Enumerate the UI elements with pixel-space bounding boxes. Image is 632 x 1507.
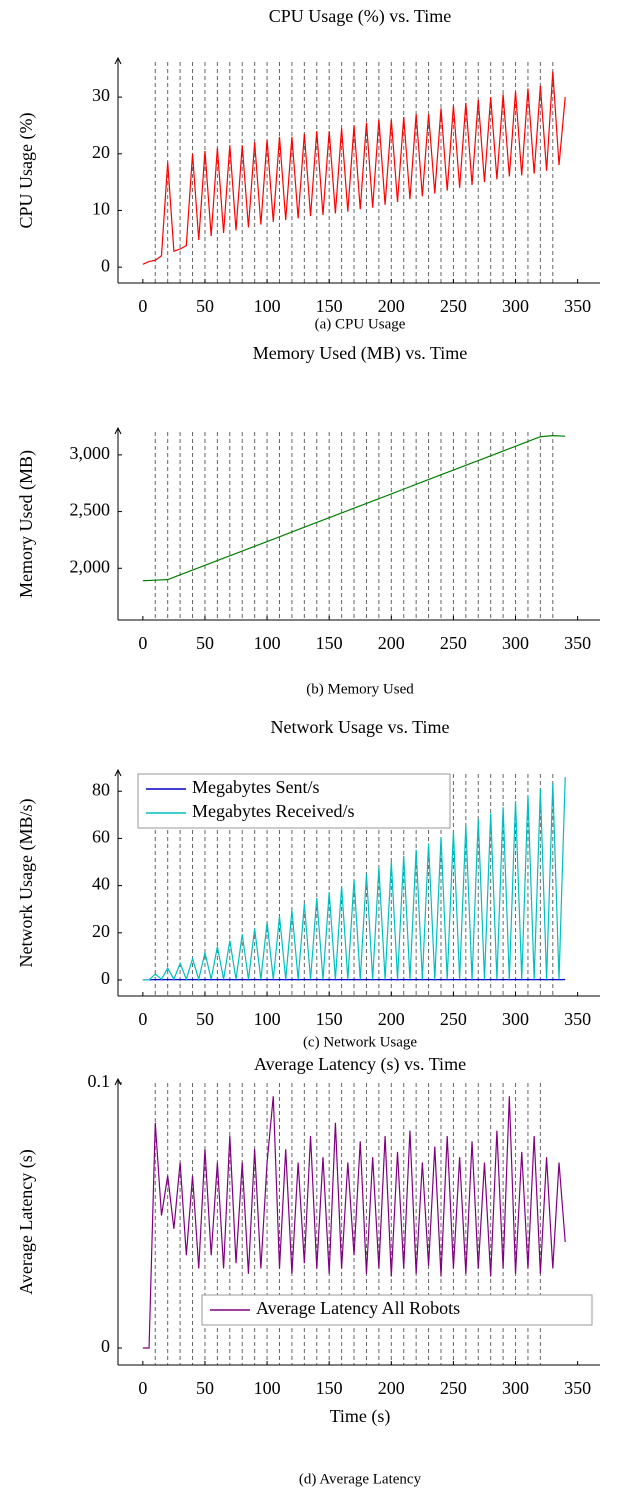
x-tick-label: 200 [378,1378,405,1398]
y-tick-label: 2,000 [70,556,111,576]
data-line [142,71,566,265]
x-tick-label: 300 [502,296,529,316]
data-line [142,434,566,582]
axis-arrow [114,426,122,435]
chart-title: Average Latency (s) vs. Time [254,1054,466,1075]
caption: (c) Network Usage [303,1034,417,1050]
y-tick-label: 20 [92,921,110,941]
y-tick-label: 0 [101,1336,110,1356]
y-axis-label: CPU Usage (%) [16,113,37,229]
x-tick-label: 150 [316,1378,343,1398]
x-tick-label: 0 [138,296,147,316]
x-tick-label: 50 [196,633,214,653]
legend-label: Average Latency All Robots [256,1298,460,1318]
x-tick-label: 300 [502,633,529,653]
caption: (d) Average Latency [299,1471,422,1487]
x-tick-label: 100 [254,296,281,316]
y-tick-label: 20 [92,142,110,162]
x-tick-label: 0 [138,1009,147,1029]
x-tick-label: 0 [138,633,147,653]
legend-box [201,1294,593,1326]
caption: (b) Memory Used [306,681,414,697]
chart-title: Memory Used (MB) vs. Time [253,343,468,364]
chart-title: Network Usage vs. Time [271,717,450,737]
x-tick-label: 50 [196,1009,214,1029]
chart-title: CPU Usage (%) vs. Time [269,6,452,27]
x-tick-label: 250 [440,633,467,653]
y-tick-label: 10 [92,199,110,219]
caption: (a) CPU Usage [315,316,406,332]
y-tick-label: 40 [92,874,110,894]
y-tick-label: 0 [101,968,110,988]
x-tick-label: 300 [502,1378,529,1398]
data-line [142,1096,566,1349]
x-tick-label: 150 [316,1009,343,1029]
x-tick-label: 150 [316,296,343,316]
x-tick-label: 250 [440,1378,467,1398]
data-line [142,777,566,982]
x-tick-label: 0 [138,1378,147,1398]
x-tick-label: 350 [564,1009,591,1029]
x-tick-label: 50 [196,1378,214,1398]
x-tick-label: 300 [502,1009,529,1029]
x-tick-label: 100 [254,633,281,653]
y-tick-label: 0 [101,255,110,275]
y-tick-label: 80 [92,779,110,799]
legend-box [137,773,451,829]
y-axis-label: Memory Used (MB) [16,450,37,598]
x-tick-label: 200 [378,633,405,653]
x-axis-label: Time (s) [330,1406,391,1427]
x-tick-label: 350 [564,296,591,316]
y-tick-label: 30 [92,85,110,105]
y-axis-label: Average Latency (s) [16,1149,37,1295]
x-tick-label: 200 [378,296,405,316]
x-tick-label: 350 [564,1378,591,1398]
axis-arrow [114,768,122,777]
x-tick-label: 250 [440,1009,467,1029]
axis-arrow [114,56,122,65]
y-tick-label: 60 [92,827,110,847]
x-tick-label: 350 [564,633,591,653]
y-tick-label: 2,500 [70,500,111,520]
x-tick-label: 150 [316,633,343,653]
x-tick-label: 50 [196,296,214,316]
y-tick-label: 3,000 [70,443,111,463]
x-tick-label: 200 [378,1009,405,1029]
x-tick-label: 100 [254,1378,281,1398]
x-tick-label: 250 [440,296,467,316]
x-tick-label: 100 [254,1009,281,1029]
legend-label: Megabytes Received/s [192,801,354,821]
y-axis-label: Network Usage (MB/s) [16,799,37,968]
legend-label: Megabytes Sent/s [192,777,320,797]
y-tick-label: 0.1 [88,1071,111,1091]
